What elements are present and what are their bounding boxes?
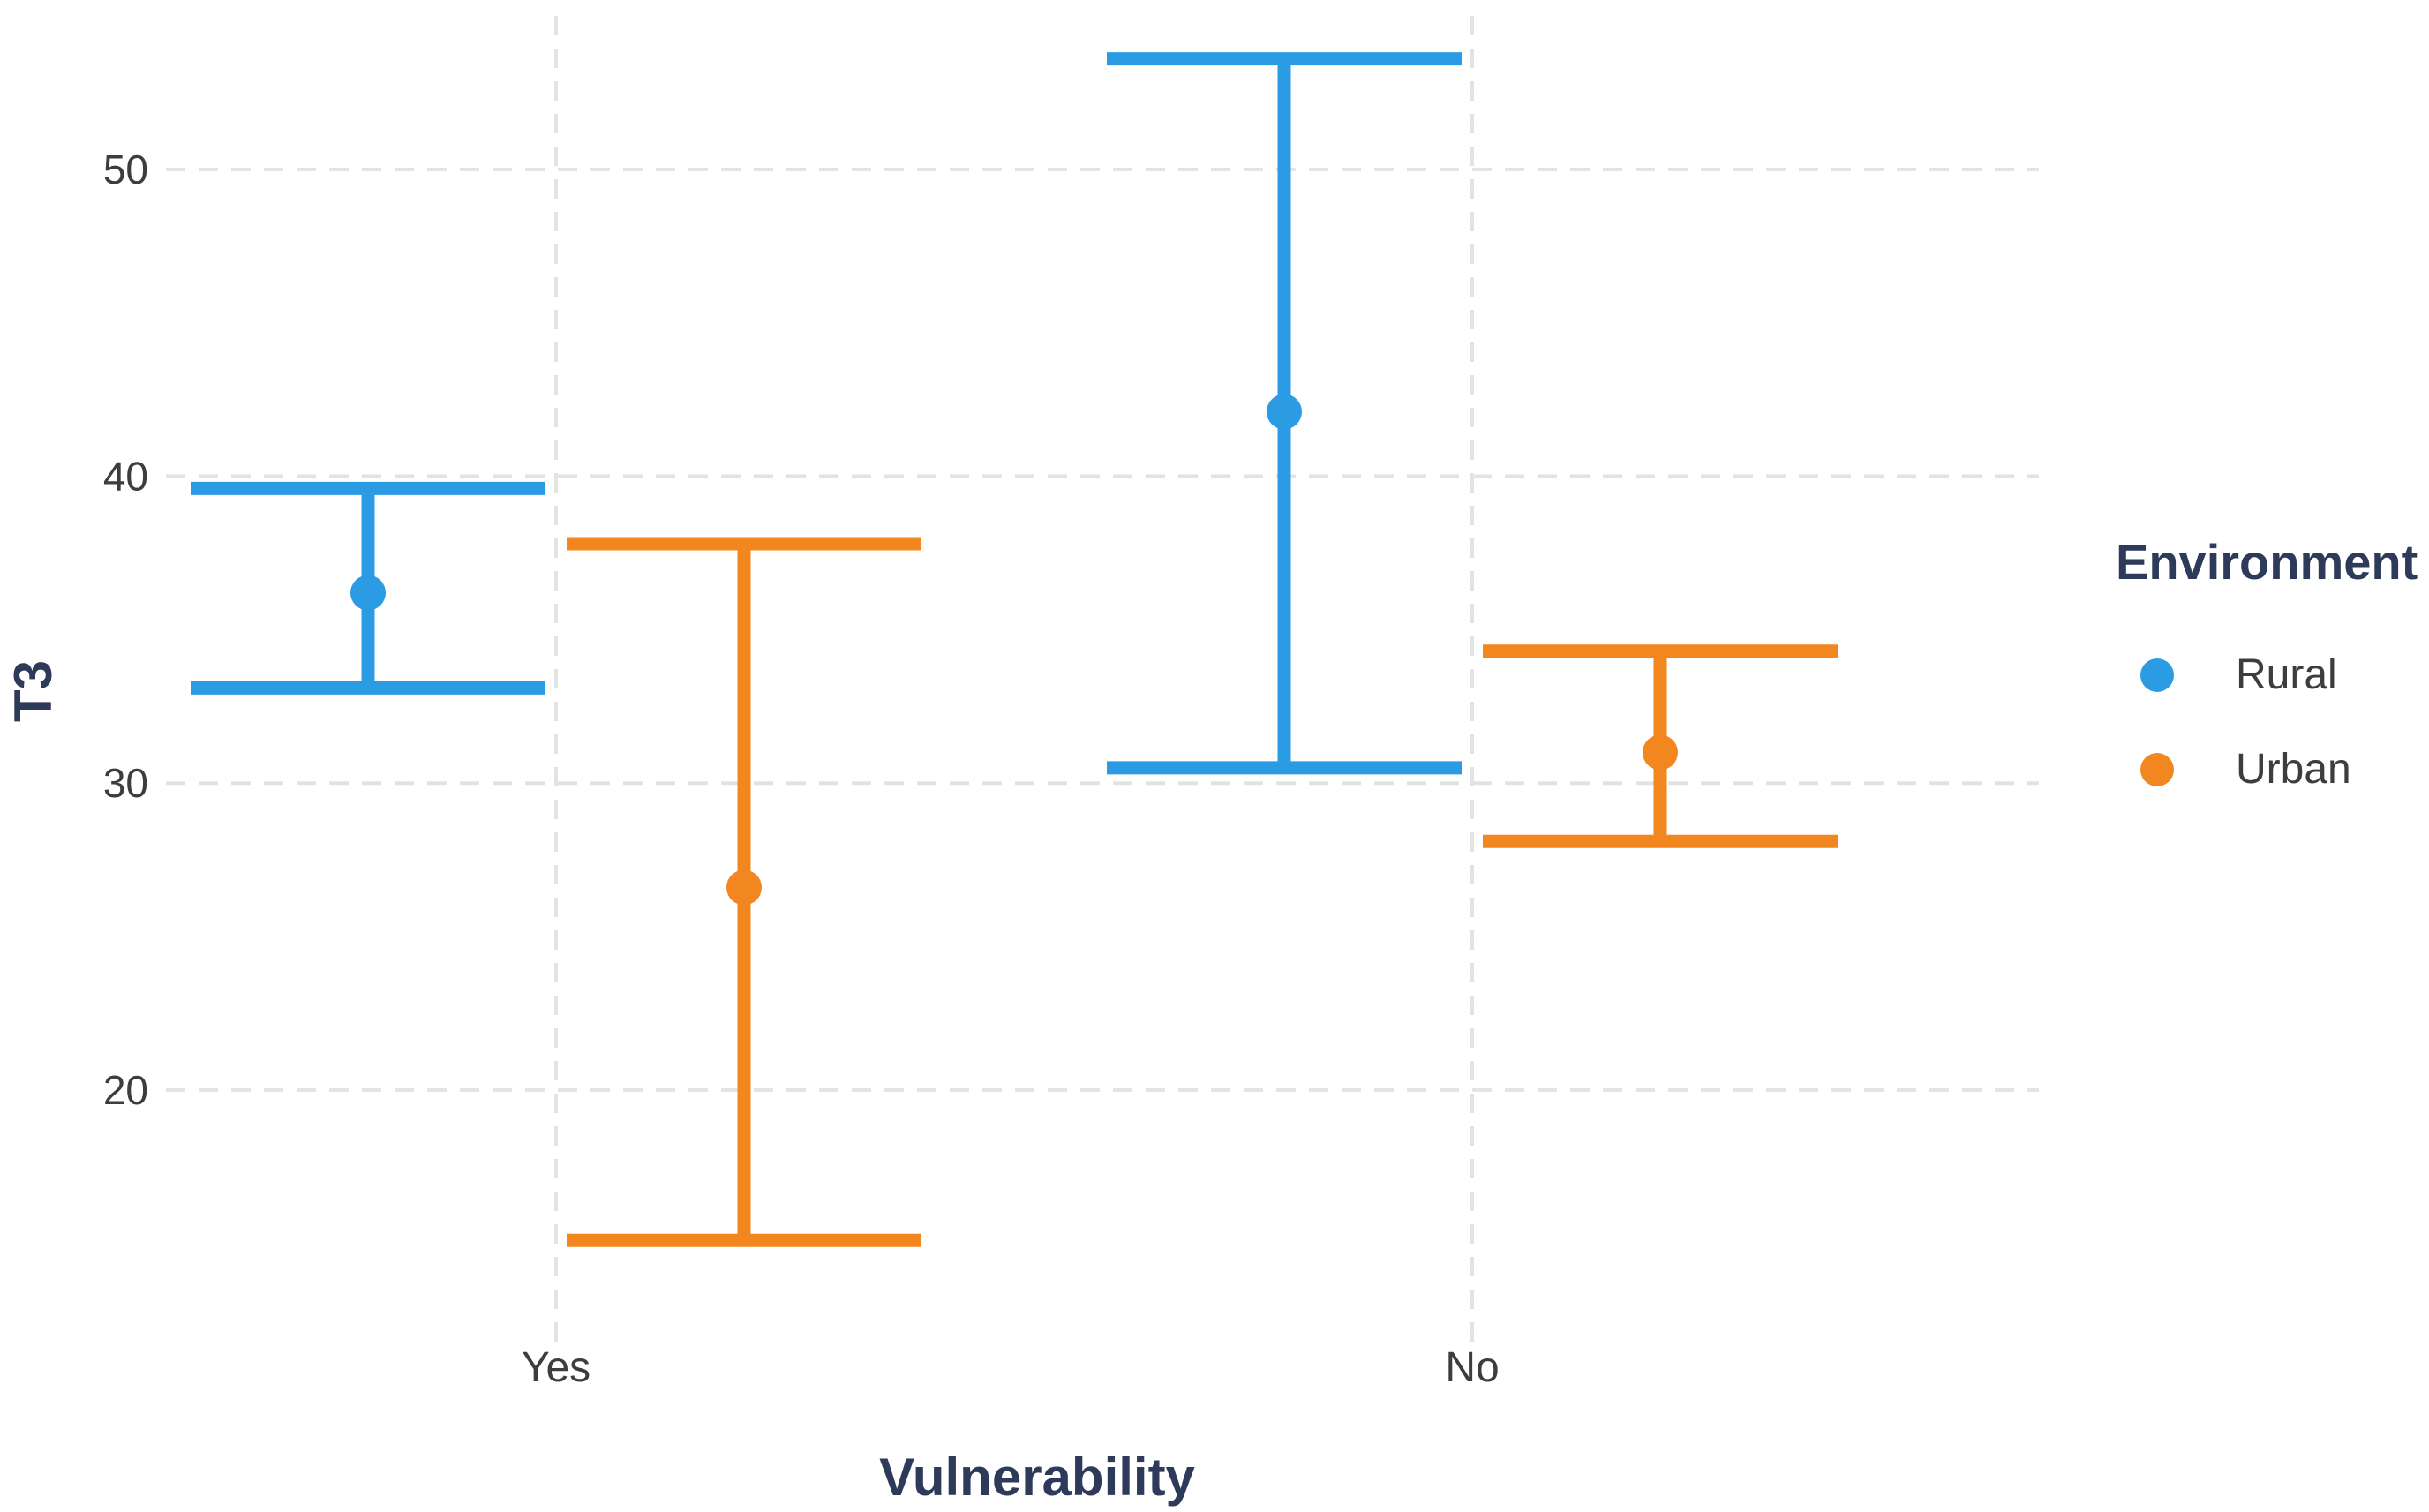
gridlines: [166, 16, 2039, 1342]
error-bars: [191, 52, 1838, 1247]
legend-item-urban: Urban: [2116, 741, 2429, 798]
legend-title: Environment: [2116, 534, 2418, 590]
point-rural-yes: [350, 575, 386, 611]
y-tick-40: 40: [103, 454, 148, 500]
x-tick-no: No: [1445, 1344, 1499, 1391]
x-axis-title: Vulnerability: [879, 1448, 1195, 1507]
point-rural-no: [1267, 394, 1302, 430]
x-tick-yes: Yes: [522, 1344, 590, 1391]
errorbar-urban-yes: [567, 537, 921, 1247]
axis-tick-labels: 20 30 40 50 Yes No: [103, 147, 1500, 1391]
y-tick-20: 20: [103, 1067, 148, 1113]
errorbar-rural-no: [1107, 52, 1462, 775]
legend: Environment Rural Urban: [2116, 534, 2429, 836]
legend-item-rural: Rural: [2116, 647, 2429, 703]
rural-marker-icon: [2140, 658, 2174, 692]
y-tick-30: 30: [103, 760, 148, 806]
legend-label-urban: Urban: [2236, 746, 2351, 793]
y-tick-50: 50: [103, 147, 148, 192]
errorbar-rural-yes: [191, 481, 545, 695]
point-urban-yes: [726, 869, 762, 906]
legend-label-rural: Rural: [2236, 651, 2337, 698]
errorbar-urban-no: [1483, 644, 1838, 848]
point-urban-no: [1643, 734, 1678, 771]
urban-marker-icon: [2140, 753, 2174, 786]
y-axis-title: T3: [4, 660, 63, 722]
